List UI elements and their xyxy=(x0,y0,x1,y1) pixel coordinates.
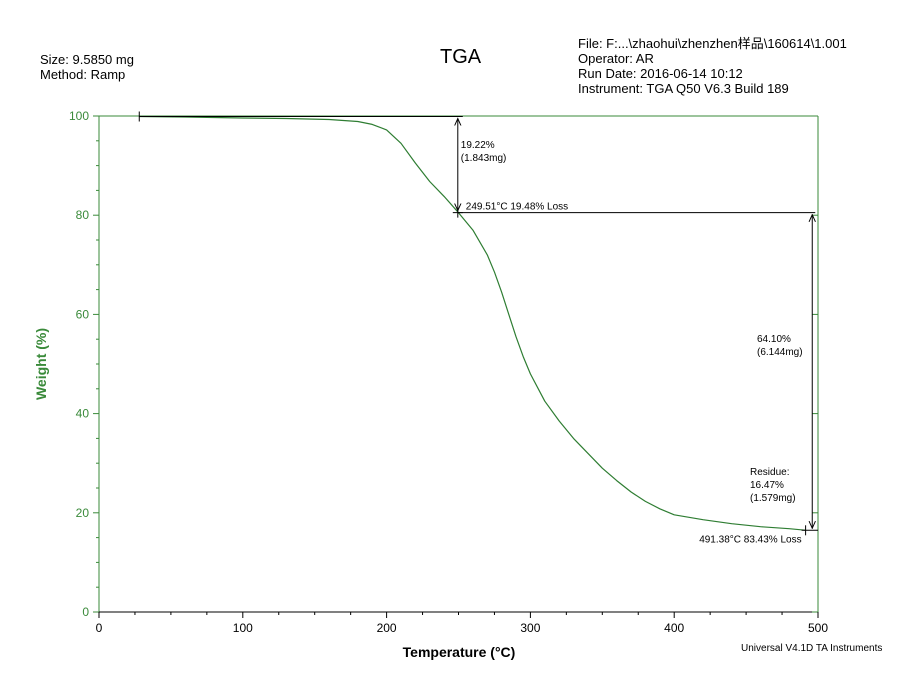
residue-mass-label: (1.579mg) xyxy=(750,493,796,504)
y-tick-label: 80 xyxy=(76,208,90,222)
y-tick-label: 20 xyxy=(76,506,90,520)
sample-size: Size: 9.5850 mg xyxy=(40,52,134,67)
residue-title-label: Residue: xyxy=(750,467,789,478)
weight-curve xyxy=(139,115,806,531)
step2-percent-label: 64.10% xyxy=(757,334,791,345)
point1-label: 249.51°C 19.48% Loss xyxy=(466,202,568,213)
x-tick-label: 500 xyxy=(808,621,828,635)
y-axis-label: Weight (%) xyxy=(33,328,49,400)
curve-layer xyxy=(139,115,806,531)
y-tick-label: 40 xyxy=(76,407,90,421)
x-tick-label: 200 xyxy=(377,621,397,635)
step2-mass-label: (6.144mg) xyxy=(757,347,803,358)
method: Method: Ramp xyxy=(40,67,126,82)
software-footer: Universal V4.1D TA Instruments xyxy=(741,643,883,654)
run-info: File: F:...\zhaohui\zhenzhen样品\160614\1.… xyxy=(578,36,847,96)
y-tick-label: 0 xyxy=(82,605,89,619)
tick-marks: 0 20 40 60 80 100 0 100 200 300 400 500 xyxy=(69,109,828,635)
chart-title: TGA xyxy=(440,46,482,68)
step1-mass-label: (1.843mg) xyxy=(461,153,507,164)
annotations: 19.22% (1.843mg) 249.51°C 19.48% Loss 64.10… xyxy=(138,111,818,545)
operator: Operator: AR xyxy=(578,51,654,66)
sample-info: Size: 9.5850 mg Method: Ramp xyxy=(40,52,134,82)
y-tick-label: 100 xyxy=(69,109,89,123)
point2-label: 491.38°C 83.43% Loss xyxy=(699,534,801,545)
step1-percent-label: 19.22% xyxy=(461,140,495,151)
run-date: Run Date: 2016-06-14 10:12 xyxy=(578,66,743,81)
instrument: Instrument: TGA Q50 V6.3 Build 189 xyxy=(578,81,789,96)
x-tick-label: 300 xyxy=(520,621,540,635)
x-axis-label: Temperature (°C) xyxy=(403,644,516,660)
file-path: File: F:...\zhaohui\zhenzhen样品\160614\1.… xyxy=(578,36,847,51)
residue-percent-label: 16.47% xyxy=(750,480,784,491)
x-tick-label: 400 xyxy=(664,621,684,635)
x-tick-label: 0 xyxy=(96,621,103,635)
x-tick-label: 100 xyxy=(233,621,253,635)
y-tick-label: 60 xyxy=(76,307,90,321)
